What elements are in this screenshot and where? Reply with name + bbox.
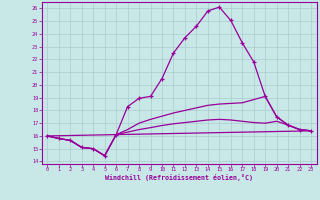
X-axis label: Windchill (Refroidissement éolien,°C): Windchill (Refroidissement éolien,°C) — [105, 174, 253, 181]
